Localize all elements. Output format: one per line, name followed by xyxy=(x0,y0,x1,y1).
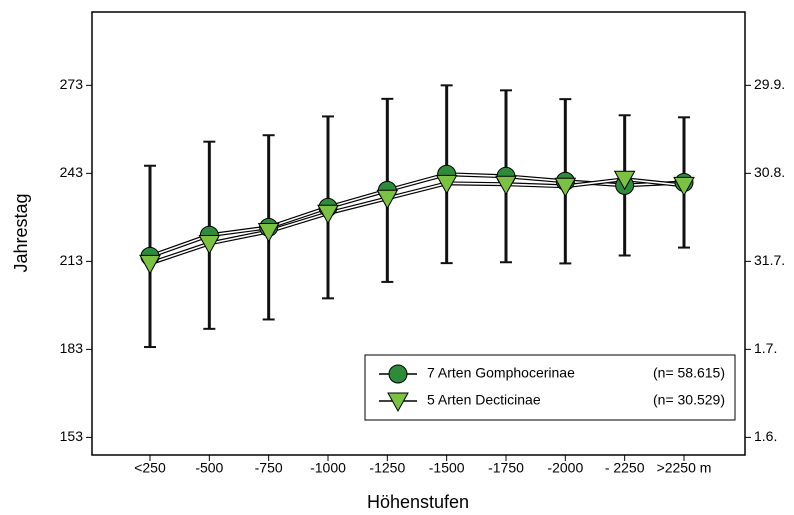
x-tick-label: -750 xyxy=(255,460,283,476)
legend-label: 7 Arten Gomphocerinae xyxy=(427,365,575,381)
x-tick-label: - 2250 xyxy=(605,460,645,476)
y2-tick-label: 30.8. xyxy=(754,164,785,180)
series-line xyxy=(149,178,685,265)
point xyxy=(317,204,339,225)
y2-tick-label: 1.7. xyxy=(754,340,777,356)
x-tick-label: -500 xyxy=(195,460,223,476)
x-tick-label: -1000 xyxy=(310,460,346,476)
point xyxy=(673,176,695,197)
point xyxy=(554,177,577,198)
series-line xyxy=(149,173,685,258)
x-tick-label: -1250 xyxy=(369,460,405,476)
x-axis-title: Höhenstufen xyxy=(367,492,469,512)
legend-count: (n= 30.529) xyxy=(653,392,725,408)
x-tick-label: -1500 xyxy=(429,460,465,476)
y2-tick-label: 31.7. xyxy=(754,252,785,268)
y-tick-label: 273 xyxy=(60,76,84,92)
point xyxy=(495,175,517,196)
series-line-outline xyxy=(149,177,685,266)
legend-marker xyxy=(388,364,408,384)
y-tick-label: 243 xyxy=(60,164,84,180)
point xyxy=(198,234,221,255)
y-tick-label: 213 xyxy=(60,252,84,268)
y-tick-label: 153 xyxy=(60,428,84,444)
legend-label: 5 Arten Decticinae xyxy=(427,392,541,408)
x-tick-label: >2250 m xyxy=(657,460,712,476)
x-tick-label: -2000 xyxy=(547,460,583,476)
point xyxy=(376,189,399,210)
y-tick-label: 183 xyxy=(60,340,84,356)
point xyxy=(435,174,458,195)
plot-frame xyxy=(91,11,746,456)
legend-box xyxy=(364,354,736,421)
point xyxy=(257,222,280,243)
x-tick-label: <250 xyxy=(134,460,166,476)
x-tick-label: -1750 xyxy=(488,460,524,476)
point xyxy=(613,170,636,191)
y-axis-title: Jahrestag xyxy=(11,193,31,272)
point xyxy=(139,254,161,275)
y2-tick-label: 29.9. xyxy=(754,76,785,92)
legend-count: (n= 58.615) xyxy=(653,365,725,381)
series-line-outline xyxy=(149,172,685,259)
y2-tick-label: 1.6. xyxy=(754,428,777,444)
legend-marker xyxy=(387,392,409,413)
